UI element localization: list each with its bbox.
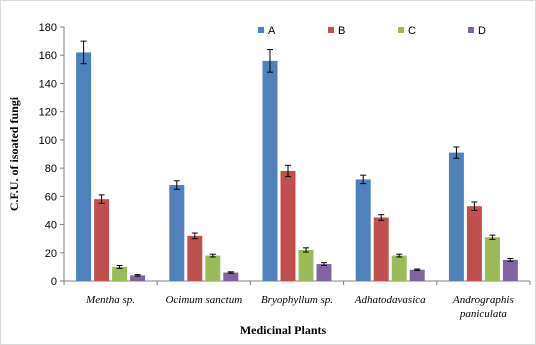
y-tick-label: 180 xyxy=(39,22,57,34)
y-axis-title: C.F.U. of isoated fungi xyxy=(7,96,21,211)
legend-label-D: D xyxy=(478,25,486,37)
bar-D-3 xyxy=(316,264,332,281)
x-tick-label: Adhatodavasica xyxy=(354,294,426,306)
bar-B-1 xyxy=(94,199,110,281)
bar-D-2 xyxy=(223,272,239,281)
bar-A-3 xyxy=(262,60,278,281)
legend-label-C: C xyxy=(408,25,416,37)
bar-C-4 xyxy=(391,255,407,281)
y-tick-label: 100 xyxy=(39,135,57,147)
bar-B-3 xyxy=(280,170,296,281)
bar-D-1 xyxy=(130,275,146,281)
legend-swatch-D xyxy=(468,27,474,33)
bar-D-5 xyxy=(502,259,518,281)
bar-C-1 xyxy=(112,266,128,281)
bar-C-5 xyxy=(484,237,500,281)
bar-A-2 xyxy=(169,185,185,281)
x-axis-title: Medicinal Plants xyxy=(240,323,327,337)
bar-B-2 xyxy=(187,235,203,281)
x-tick-label: Mentha sp. xyxy=(85,294,135,306)
bar-A-5 xyxy=(448,152,464,281)
bar-D-4 xyxy=(409,269,425,281)
plot-area: 0 20 40 60 80 100 120 140 160 180 Mentha sp. Ocimum… xyxy=(39,22,531,320)
bar-B-4 xyxy=(373,217,389,281)
y-tick-label: 140 xyxy=(39,78,57,90)
legend-swatch-A xyxy=(258,27,264,33)
x-tick-label: Andrographis xyxy=(452,294,514,306)
legend-label-A: A xyxy=(268,25,276,37)
y-tick-label: 40 xyxy=(45,220,57,232)
bar-A-1 xyxy=(76,52,92,282)
y-tick-label: 0 xyxy=(51,276,57,288)
y-tick-label: 60 xyxy=(45,191,57,203)
bar-C-2 xyxy=(205,255,221,281)
y-tick-label: 20 xyxy=(45,248,57,260)
legend-swatch-B xyxy=(328,27,334,33)
y-tick-label: 120 xyxy=(39,107,57,119)
y-tick-label: 160 xyxy=(39,50,57,62)
legend-swatch-C xyxy=(398,27,404,33)
bar-C-3 xyxy=(298,249,314,281)
x-tick-label: Ocimum sanctum xyxy=(165,294,242,306)
y-tick-label: 80 xyxy=(45,163,57,175)
x-tick-label: paniculata xyxy=(459,308,508,320)
legend-label-B: B xyxy=(338,25,345,37)
x-tick-label: Bryophyllum sp. xyxy=(261,294,333,306)
bar-A-4 xyxy=(355,179,371,281)
bar-B-5 xyxy=(466,206,482,281)
